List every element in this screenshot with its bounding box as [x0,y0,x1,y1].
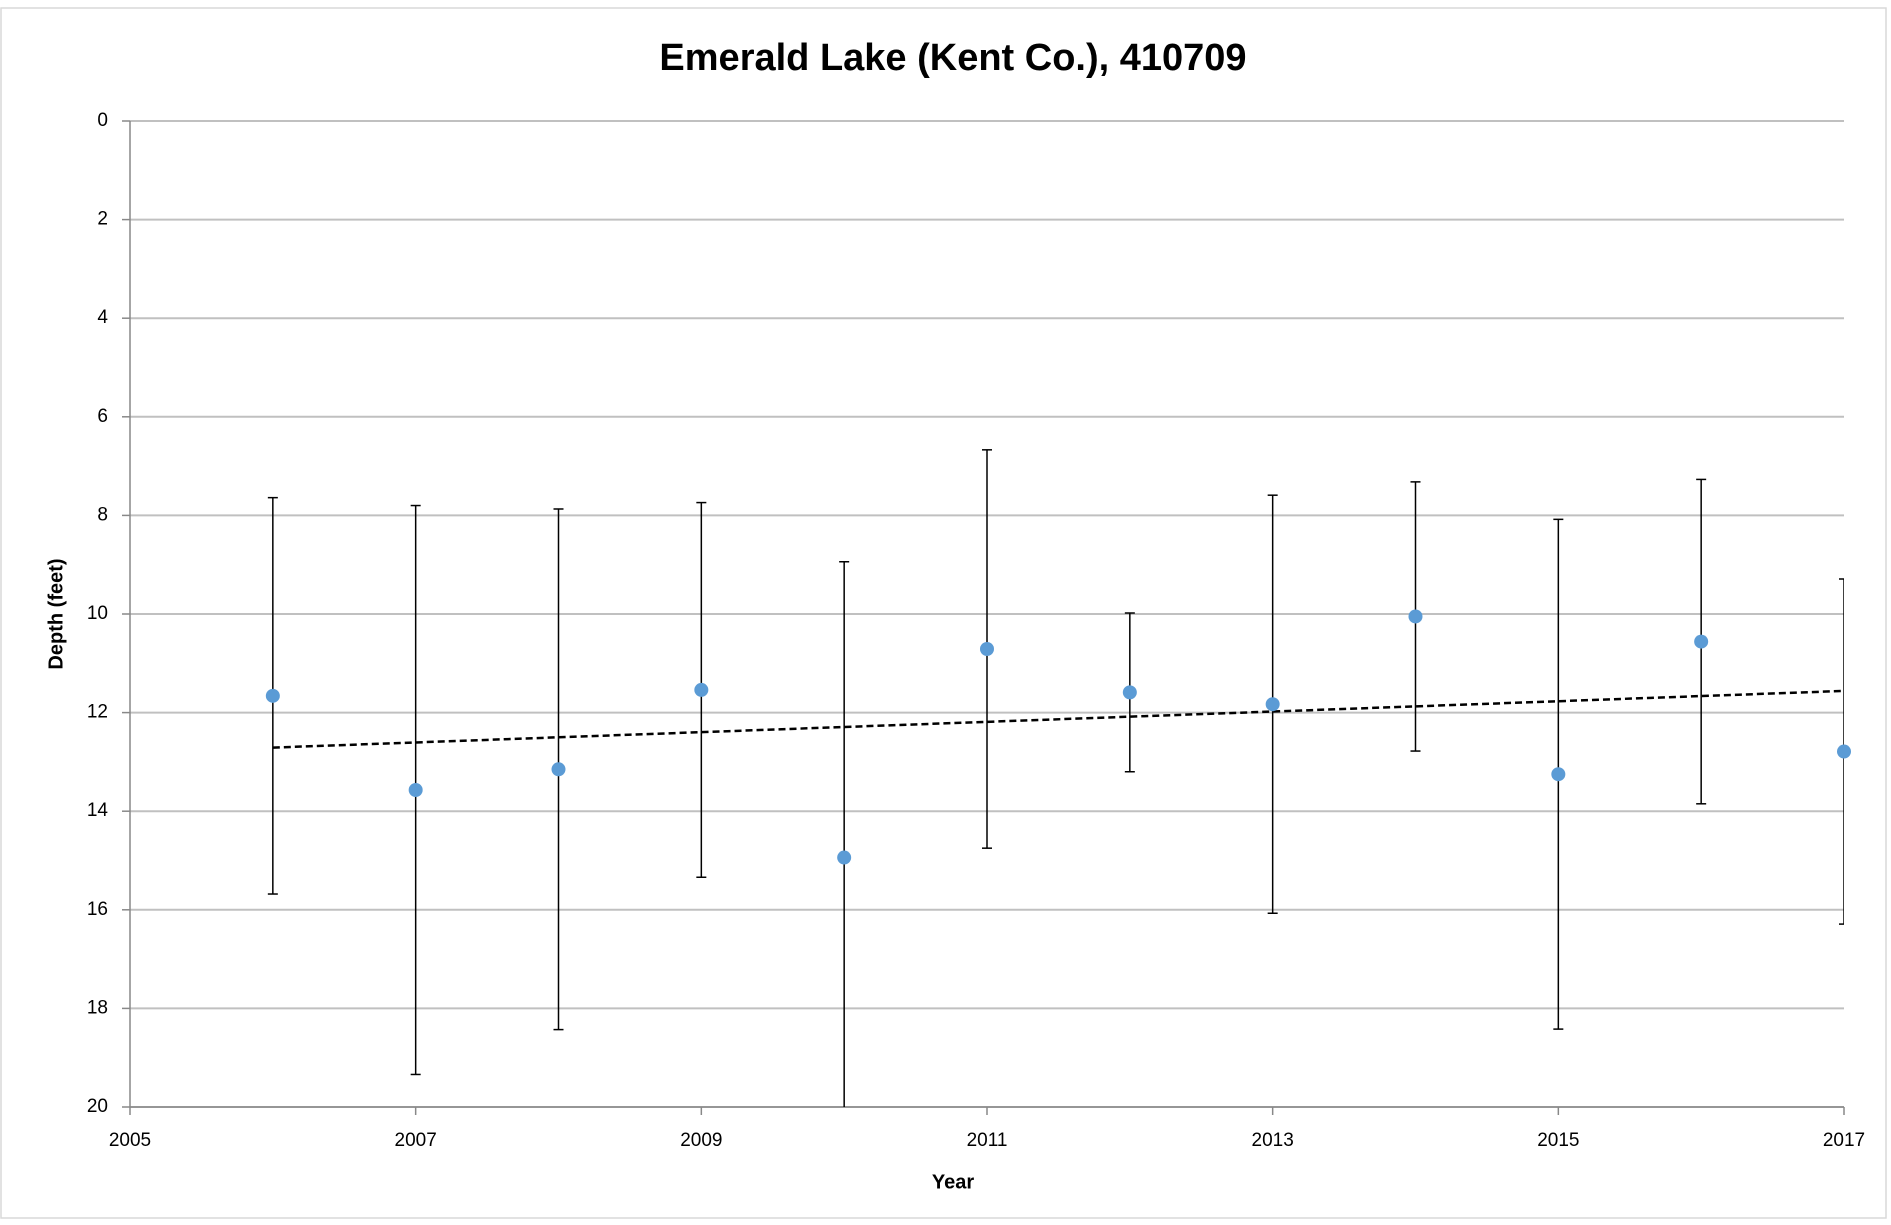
x-axis-title: Year [932,1171,974,1193]
data-point [265,688,280,703]
y-tick-label: 0 [97,110,108,131]
data-point [694,682,709,697]
x-tick-label: 2015 [1537,1130,1579,1151]
chart-title: Emerald Lake (Kent Co.), 410709 [659,37,1246,79]
trendline [272,689,1844,749]
y-tick-label: 20 [87,1096,108,1117]
x-tick-label: 2011 [967,1130,1008,1151]
y-tick-label: 14 [87,800,109,821]
data-point [980,642,994,657]
x-tick-label: 2007 [395,1130,437,1151]
y-tick-label: 10 [87,603,108,624]
y-tick-label: 18 [87,997,108,1018]
data-point [1551,767,1566,782]
error-bar [1839,578,1844,925]
data-point [408,783,423,798]
x-tick-label: 2013 [1252,1130,1294,1151]
x-tick-label: 2005 [109,1130,151,1151]
y-tick-label: 12 [87,702,108,723]
data-point [551,762,566,777]
y-tick-label: 2 [97,209,108,230]
y-tick-label: 6 [97,406,108,427]
y-tick-label: 4 [97,307,108,328]
x-tick-label: 2017 [1823,1130,1865,1151]
data-point [1122,685,1137,700]
y-tick-label: 8 [97,504,108,525]
x-tick-label: 2009 [680,1130,722,1151]
data-point [1408,609,1423,624]
data-point [1837,744,1851,759]
data-point [837,850,852,865]
data-point [1694,634,1709,649]
data-point [1265,697,1280,712]
y-tick-label: 16 [87,899,108,920]
y-axis-title: Depth (feet) [45,558,67,669]
